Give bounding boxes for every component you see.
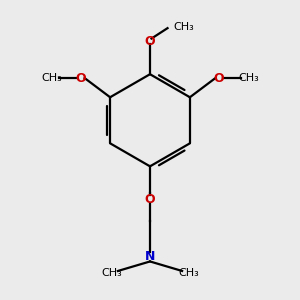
Text: CH₃: CH₃ [173, 22, 194, 32]
Text: O: O [214, 72, 224, 85]
Text: CH₃: CH₃ [101, 268, 122, 278]
Text: N: N [145, 250, 155, 263]
Text: CH₃: CH₃ [41, 73, 62, 83]
Text: CH₃: CH₃ [178, 268, 199, 278]
Text: O: O [145, 193, 155, 206]
Text: CH₃: CH₃ [238, 73, 259, 83]
Text: O: O [145, 35, 155, 48]
Text: O: O [76, 72, 86, 85]
